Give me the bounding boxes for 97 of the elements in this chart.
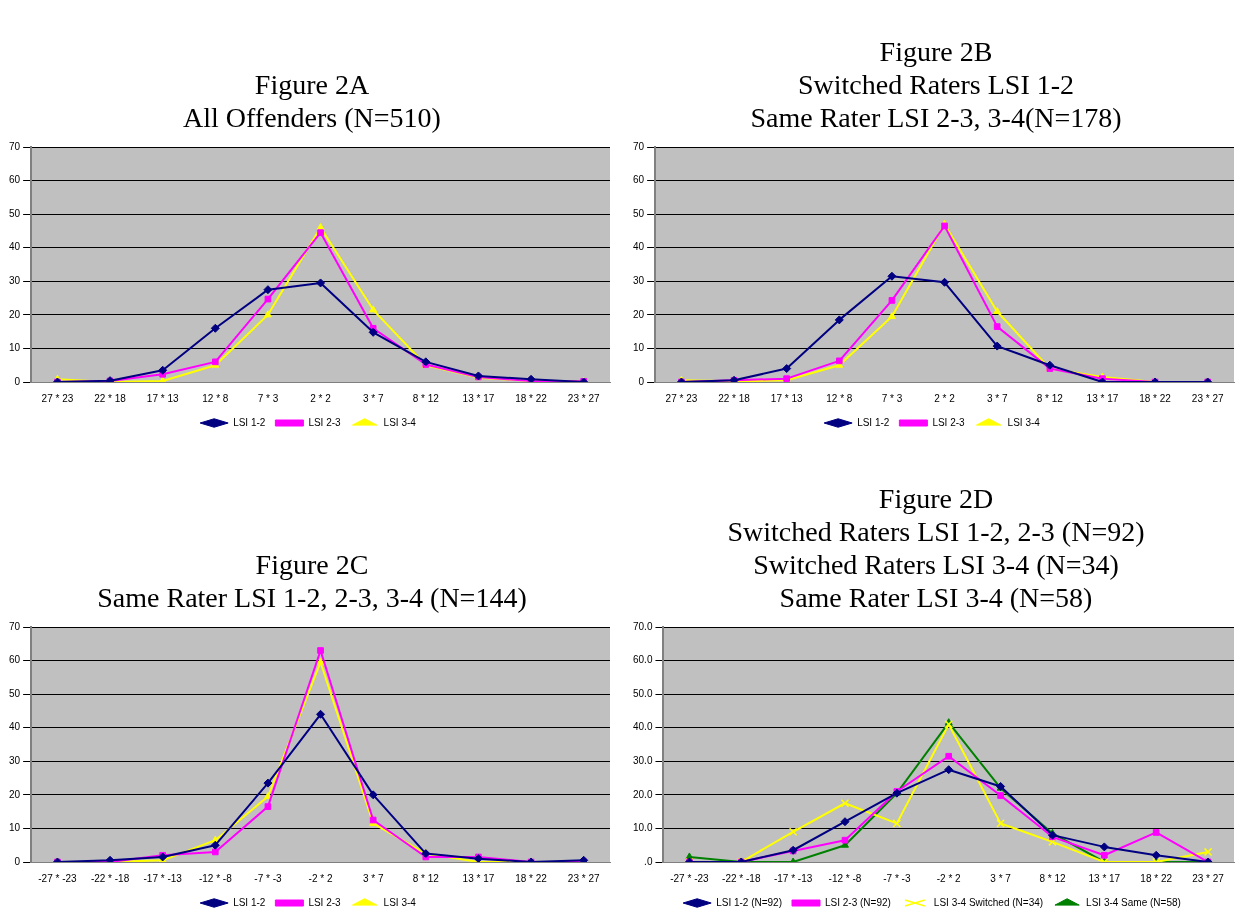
y-tick-label: 40.0 xyxy=(632,721,653,733)
x-tick-label: 3 * 7 xyxy=(362,872,384,884)
y-tick-label: 20 xyxy=(9,308,21,320)
x-tick-label: -22 * -18 xyxy=(722,872,761,884)
x-tick-label: 17 * 13 xyxy=(770,392,803,404)
x-tick-label: -2 * 2 xyxy=(936,872,962,884)
legend-label: LSI 2-3 (N=92) xyxy=(825,896,891,908)
x-tick-label: 3 * 7 xyxy=(362,392,384,404)
legend-label: LSI 1-2 (N=92) xyxy=(716,896,783,908)
y-tick-label: 10 xyxy=(633,342,645,354)
y-tick-label: 30 xyxy=(9,755,21,767)
x-tick-label: -22 * -18 xyxy=(90,872,130,884)
legend-label: LSI 1-2 xyxy=(233,896,266,908)
y-tick-label: 10 xyxy=(9,342,21,354)
x-tick-label: 13 * 17 xyxy=(462,392,495,404)
x-tick-label: 2 * 2 xyxy=(934,392,956,404)
y-tick-label: 10 xyxy=(9,822,21,834)
x-tick-label: 18 * 22 xyxy=(515,392,548,404)
y-tick-label: 70 xyxy=(633,140,645,152)
y-tick-label: 50.0 xyxy=(632,687,653,699)
x-tick-label: 7 * 3 xyxy=(881,392,903,404)
y-tick-label: .0 xyxy=(644,855,653,867)
x-tick-label: 23 * 27 xyxy=(567,872,600,884)
y-tick-label: 60 xyxy=(9,654,21,666)
y-tick-label: 30 xyxy=(9,275,21,287)
y-tick-label: 20 xyxy=(633,308,645,320)
x-tick-label: 3 * 7 xyxy=(990,872,1012,884)
x-tick-label: -7 * -3 xyxy=(883,872,911,884)
x-tick-label: 13 * 17 xyxy=(1088,872,1121,884)
y-tick-label: 0 xyxy=(638,375,645,387)
x-tick-label: 22 * 18 xyxy=(718,392,751,404)
y-tick-label: 20.0 xyxy=(632,788,653,800)
x-tick-label: 18 * 22 xyxy=(1140,872,1173,884)
y-tick-label: 40 xyxy=(9,721,21,733)
y-tick-label: 50 xyxy=(9,207,21,219)
y-tick-label: 30.0 xyxy=(632,755,653,767)
x-tick-label: -2 * 2 xyxy=(308,872,333,884)
x-tick-label: -12 * -8 xyxy=(828,872,862,884)
chart-subtitle: Switched Raters LSI 1-2 Same Rater LSI 2-3, 3-4(N=178) xyxy=(750,68,1122,134)
chart-subtitle: Switched Raters LSI 1-2, 2-3 (N=92) Switched Raters LSI 3-4 (N=34) Same Rater LSI 3-4 (N=58) xyxy=(727,515,1145,614)
y-tick-label: 70.0 xyxy=(632,620,653,632)
x-tick-label: 12 * 8 xyxy=(202,392,229,404)
x-tick-label: 8 * 12 xyxy=(1036,392,1064,404)
legend-label: LSI 2-3 xyxy=(932,416,966,428)
chart-title: Figure 2C xyxy=(255,548,369,581)
y-tick-label: 20 xyxy=(9,788,21,800)
y-tick-label: 10.0 xyxy=(632,822,653,834)
y-tick-label: 50 xyxy=(633,207,645,219)
x-tick-label: 27 * 23 xyxy=(665,392,698,404)
x-tick-label: 2 * 2 xyxy=(310,392,332,404)
x-tick-label: -17 * -13 xyxy=(143,872,183,884)
x-tick-label: 7 * 3 xyxy=(257,392,279,404)
x-tick-label: 18 * 22 xyxy=(515,872,548,884)
chart-title: Figure 2D xyxy=(878,482,994,515)
legend-label: LSI 3-4 xyxy=(383,896,417,908)
x-tick-label: -27 * -23 xyxy=(38,872,78,884)
x-tick-label: 23 * 27 xyxy=(1192,872,1225,884)
y-tick-label: 70 xyxy=(9,140,21,152)
legend-label: LSI 3-4 Same (N=58) xyxy=(1086,896,1181,908)
x-tick-label: 3 * 7 xyxy=(986,392,1008,404)
x-tick-label: 8 * 12 xyxy=(1039,872,1066,884)
chart-title: Figure 2A xyxy=(254,68,370,101)
y-tick-label: 60 xyxy=(633,174,645,186)
legend-label: LSI 2-3 xyxy=(308,416,342,428)
y-tick-label: 40 xyxy=(633,241,645,253)
x-tick-label: -17 * -13 xyxy=(773,872,813,884)
x-tick-label: 17 * 13 xyxy=(146,392,179,404)
y-tick-label: 0 xyxy=(14,855,21,867)
y-tick-label: 50 xyxy=(9,687,21,699)
x-tick-label: 23 * 27 xyxy=(567,392,600,404)
chart-title: Figure 2B xyxy=(879,35,993,68)
x-tick-label: 8 * 12 xyxy=(412,872,440,884)
legend-label: LSI 3-4 xyxy=(1007,416,1041,428)
legend-label: LSI 1-2 xyxy=(857,416,890,428)
x-tick-label: 18 * 22 xyxy=(1139,392,1172,404)
x-tick-label: 22 * 18 xyxy=(94,392,127,404)
legend-label: LSI 3-4 xyxy=(383,416,417,428)
x-tick-label: 13 * 17 xyxy=(462,872,495,884)
x-tick-label: -27 * -23 xyxy=(670,872,710,884)
legend-label: LSI 2-3 xyxy=(308,896,342,908)
chart-subtitle: All Offenders (N=510) xyxy=(183,101,441,134)
y-tick-label: 0 xyxy=(14,375,21,387)
legend-label: LSI 3-4 Switched (N=34) xyxy=(933,896,1044,908)
x-tick-label: 27 * 23 xyxy=(41,392,74,404)
x-tick-label: -7 * -3 xyxy=(254,872,282,884)
chart-subtitle: Same Rater LSI 1-2, 2-3, 3-4 (N=144) xyxy=(97,581,527,614)
x-tick-label: 13 * 17 xyxy=(1086,392,1119,404)
y-tick-label: 40 xyxy=(9,241,21,253)
x-tick-label: 8 * 12 xyxy=(412,392,440,404)
y-tick-label: 70 xyxy=(9,620,21,632)
x-tick-label: -12 * -8 xyxy=(198,872,233,884)
y-tick-label: 60.0 xyxy=(632,654,653,666)
x-tick-label: 23 * 27 xyxy=(1191,392,1224,404)
y-tick-label: 30 xyxy=(633,275,645,287)
x-tick-label: 12 * 8 xyxy=(826,392,853,404)
legend-label: LSI 1-2 xyxy=(233,416,266,428)
y-tick-label: 60 xyxy=(9,174,21,186)
